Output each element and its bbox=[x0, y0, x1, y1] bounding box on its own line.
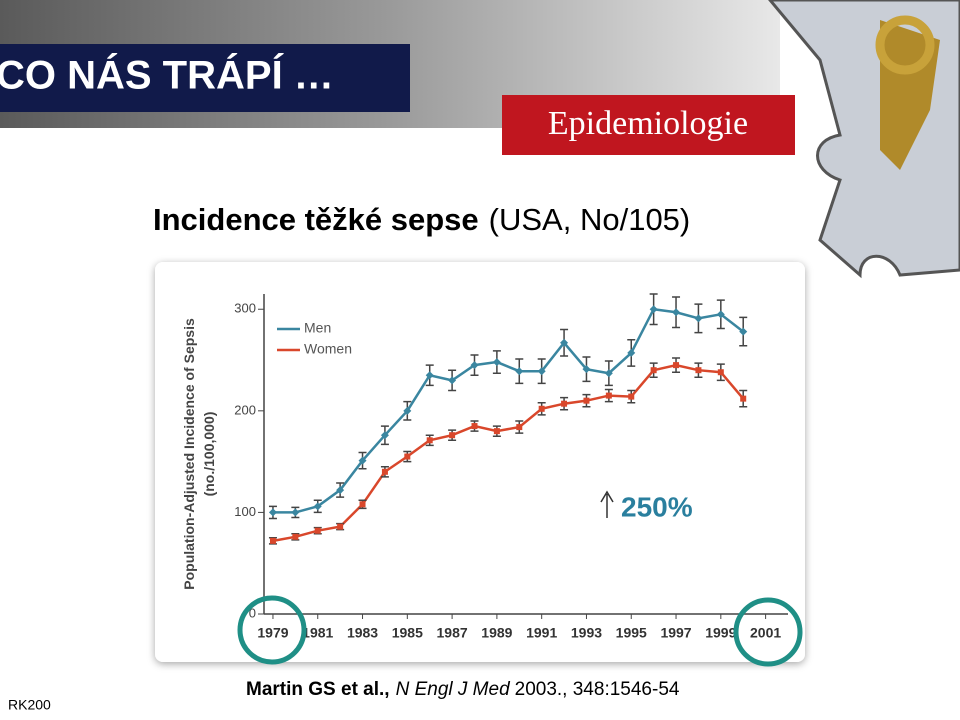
marker bbox=[313, 502, 322, 511]
marker bbox=[740, 395, 747, 402]
marker bbox=[493, 428, 500, 435]
marker bbox=[739, 327, 748, 336]
marker bbox=[672, 308, 681, 317]
marker bbox=[292, 533, 299, 540]
x-tick-label: 1989 bbox=[481, 625, 512, 641]
marker bbox=[269, 537, 276, 544]
footer: RK200 bbox=[8, 697, 51, 713]
marker bbox=[515, 367, 524, 376]
annotation-arrow bbox=[600, 490, 614, 518]
marker bbox=[604, 369, 613, 378]
citation-details: 2003., 348:1546-54 bbox=[515, 679, 680, 700]
legend-label: Women bbox=[304, 341, 352, 357]
x-tick-label: 1983 bbox=[347, 625, 378, 641]
marker bbox=[314, 527, 321, 534]
marker bbox=[717, 369, 724, 376]
marker bbox=[673, 362, 680, 369]
marker bbox=[560, 338, 569, 347]
y-tick-label: 0 bbox=[249, 605, 256, 620]
legend-label: Men bbox=[304, 320, 331, 336]
marker bbox=[381, 468, 388, 475]
marker bbox=[583, 397, 590, 404]
marker bbox=[694, 314, 703, 323]
y-axis-label-line: Population-Adjusted Incidence of Sepsis bbox=[181, 318, 197, 590]
marker bbox=[470, 361, 479, 370]
x-tick-label: 1979 bbox=[257, 625, 288, 641]
y-tick-label: 300 bbox=[234, 301, 256, 316]
marker bbox=[448, 376, 457, 385]
x-tick-label: 1991 bbox=[526, 625, 557, 641]
marker bbox=[605, 392, 612, 399]
x-tick-label: 2001 bbox=[750, 625, 781, 641]
topic: Epidemiologie bbox=[548, 105, 748, 142]
topic-box bbox=[502, 95, 795, 155]
marker bbox=[650, 367, 657, 374]
chart-panel bbox=[155, 262, 805, 662]
y-axis-label: Population-Adjusted Incidence of Sepsis(… bbox=[181, 318, 217, 590]
y-tick-label: 100 bbox=[234, 504, 256, 519]
marker bbox=[561, 400, 568, 407]
section-bar bbox=[0, 44, 410, 112]
marker bbox=[649, 305, 658, 314]
marker bbox=[403, 406, 412, 415]
series-line bbox=[272, 363, 745, 543]
marker bbox=[337, 523, 344, 530]
x-tick-label: 1995 bbox=[616, 625, 647, 641]
x-tick-label: 1999 bbox=[705, 625, 736, 641]
citation: Martin GS et al., N Engl J Med 2003., 348:… bbox=[246, 679, 680, 700]
x-tick-label: 1987 bbox=[437, 625, 468, 641]
highlight-circle bbox=[237, 595, 307, 665]
marker bbox=[291, 508, 300, 517]
section-title: CO NÁS TRÁPÍ … bbox=[0, 53, 334, 98]
x-tick-label: 1997 bbox=[660, 625, 691, 641]
annotation: 250% bbox=[621, 491, 693, 522]
marker bbox=[716, 310, 725, 319]
marker bbox=[695, 367, 702, 374]
title-bold: Incidence těžké sepse bbox=[153, 202, 479, 237]
marker bbox=[404, 453, 411, 460]
puzzle-image bbox=[768, 0, 960, 279]
slide-title: Incidence těžké sepse (USA, No/105) bbox=[153, 202, 690, 237]
chart: 0 100 200 300 1979 1981 1983 1985 1987 1989 1991 19… bbox=[181, 293, 788, 641]
marker bbox=[425, 371, 434, 380]
marker bbox=[449, 432, 456, 439]
marker bbox=[426, 437, 433, 444]
y-axis-label-line: (no./100,000) bbox=[201, 412, 217, 497]
x-tick-label: 1985 bbox=[392, 625, 423, 641]
marker bbox=[380, 431, 389, 440]
series-line bbox=[272, 307, 744, 514]
marker bbox=[582, 365, 591, 374]
marker bbox=[358, 456, 367, 465]
marker bbox=[537, 367, 546, 376]
marker bbox=[628, 393, 635, 400]
marker bbox=[627, 348, 636, 357]
x-tick-label: 1993 bbox=[571, 625, 602, 641]
marker bbox=[268, 508, 277, 517]
x-tick-label: 1981 bbox=[302, 625, 333, 641]
citation-journal: N Engl J Med bbox=[396, 679, 511, 700]
citation-authors: Martin GS et al., bbox=[246, 679, 390, 700]
highlight-circle bbox=[733, 597, 803, 667]
marker bbox=[492, 358, 501, 367]
marker bbox=[471, 423, 478, 430]
marker bbox=[516, 424, 523, 431]
marker bbox=[538, 405, 545, 412]
marker bbox=[336, 486, 345, 495]
marker bbox=[359, 501, 366, 508]
y-tick-label: 200 bbox=[234, 402, 256, 417]
title-rest: (USA, No/105) bbox=[489, 202, 691, 237]
